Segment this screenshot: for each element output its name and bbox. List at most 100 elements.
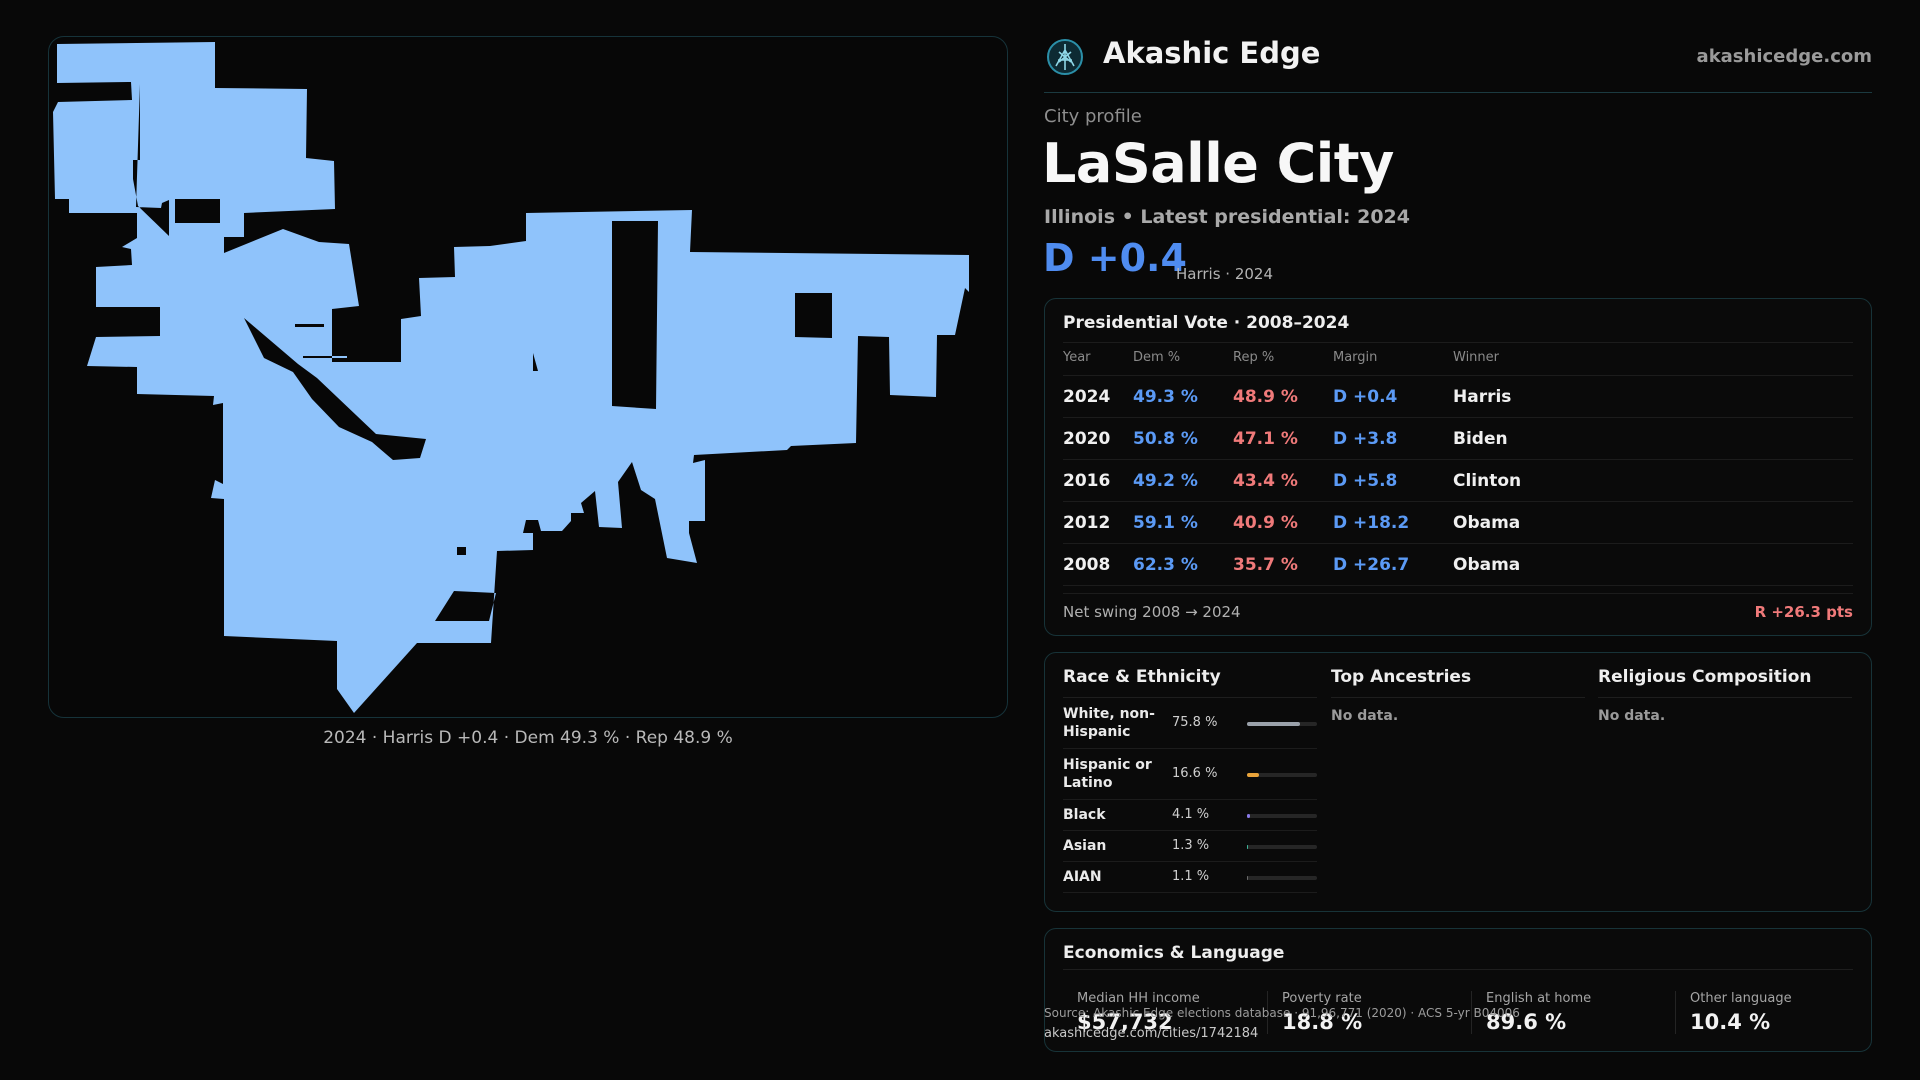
race-bar-fill	[1247, 772, 1259, 777]
column-header-rep: Rep %	[1233, 350, 1275, 365]
race-pct: 75.8 %	[1172, 714, 1218, 730]
row-year: 2024	[1063, 387, 1111, 407]
site-url-link[interactable]: akashicedge.com	[1696, 46, 1872, 67]
row-margin: D +3.8	[1333, 429, 1398, 449]
city-map-panel[interactable]	[48, 36, 1008, 718]
table-row: 2024 49.3 % 48.9 % D +0.4 Harris	[1063, 376, 1853, 418]
ancestries-section: Top Ancestries No data.	[1331, 667, 1585, 724]
row-margin: D +0.4	[1333, 387, 1398, 407]
stat-value: 89.6 %	[1486, 1010, 1567, 1034]
row-rep-pct: 43.4 %	[1233, 471, 1298, 491]
footer-link[interactable]: akashicedge.com/cities/1742184	[1044, 1026, 1259, 1041]
race-bar-track	[1247, 844, 1317, 849]
ancestries-nodata: No data.	[1331, 708, 1399, 724]
race-ethnicity-title: Race & Ethnicity	[1063, 667, 1317, 698]
table-row: 2012 59.1 % 40.9 % D +18.2 Obama	[1063, 502, 1853, 544]
row-margin: D +26.7	[1333, 555, 1410, 575]
stat-value: 18.8 %	[1282, 1010, 1363, 1034]
row-dem-pct: 50.8 %	[1133, 429, 1198, 449]
race-list: White, non-Hispanic 75.8 % Hispanic or Lat…	[1063, 698, 1317, 893]
median-income-stat: Median HH income $57,732	[1063, 991, 1253, 1034]
page-title: LaSalle City	[1042, 132, 1394, 195]
race-bar-track	[1247, 772, 1317, 777]
column-header-winner: Winner	[1453, 350, 1500, 365]
economics-card: Economics & Language Median HH income $5…	[1044, 928, 1872, 1052]
race-bar-fill	[1247, 844, 1249, 849]
race-bar-fill	[1247, 813, 1250, 818]
row-winner: Obama	[1453, 555, 1521, 575]
row-margin: D +5.8	[1333, 471, 1398, 491]
race-pct: 4.1 %	[1172, 806, 1210, 822]
row-year: 2016	[1063, 471, 1111, 491]
row-dem-pct: 49.2 %	[1133, 471, 1198, 491]
brand-name[interactable]: Akashic Edge	[1103, 36, 1321, 70]
race-bar-track	[1247, 721, 1317, 726]
row-rep-pct: 35.7 %	[1233, 555, 1298, 575]
row-year: 2020	[1063, 429, 1111, 449]
column-header-dem: Dem %	[1133, 350, 1181, 365]
religion-nodata: No data.	[1598, 708, 1666, 724]
race-row: White, non-Hispanic 75.8 %	[1063, 698, 1317, 749]
religion-section: Religious Composition No data.	[1598, 667, 1852, 724]
row-rep-pct: 47.1 %	[1233, 429, 1298, 449]
ancestries-title: Top Ancestries	[1331, 667, 1585, 698]
race-row: Hispanic or Latino 16.6 %	[1063, 749, 1317, 800]
row-dem-pct: 62.3 %	[1133, 555, 1198, 575]
row-rep-pct: 40.9 %	[1233, 513, 1298, 533]
row-dem-pct: 59.1 %	[1133, 513, 1198, 533]
race-pct: 1.3 %	[1172, 837, 1210, 853]
race-name: Asian	[1063, 838, 1107, 854]
page-eyebrow: City profile	[1044, 106, 1142, 127]
religion-title: Religious Composition	[1598, 667, 1852, 698]
net-swing-value: R +26.3 pts	[1754, 603, 1853, 621]
net-swing-label: Net swing 2008 → 2024	[1063, 603, 1241, 621]
latest-margin: D +0.4	[1043, 236, 1187, 280]
row-winner: Harris	[1453, 387, 1512, 407]
footer-source: Source: Akashic Edge elections database …	[1044, 1006, 1520, 1020]
poverty-rate-stat: Poverty rate 18.8 %	[1267, 991, 1457, 1034]
city-boundary-map	[53, 42, 969, 713]
stat-label: English at home	[1486, 991, 1592, 1006]
row-year: 2008	[1063, 555, 1111, 575]
header-divider	[1044, 92, 1872, 93]
latest-margin-note: Harris · 2024	[1176, 265, 1274, 283]
card-divider	[1063, 969, 1853, 970]
stat-label: Median HH income	[1077, 991, 1200, 1006]
stat-label: Poverty rate	[1282, 991, 1362, 1006]
stat-label: Other language	[1690, 991, 1792, 1006]
other-language-stat: Other language 10.4 %	[1675, 991, 1865, 1034]
page-subtitle: Illinois • Latest presidential: 2024	[1044, 206, 1411, 228]
race-ethnicity-section: Race & Ethnicity White, non-Hispanic 75.8…	[1063, 667, 1317, 893]
header-divider	[1063, 375, 1853, 376]
english-home-stat: English at home 89.6 %	[1471, 991, 1661, 1034]
stat-value: 10.4 %	[1690, 1010, 1771, 1034]
economics-title: Economics & Language	[1063, 943, 1285, 963]
akashic-edge-logo-icon[interactable]	[1046, 38, 1084, 76]
stat-value: $57,732	[1077, 1010, 1173, 1034]
table-row: 2016 49.2 % 43.4 % D +5.8 Clinton	[1063, 460, 1853, 502]
column-header-margin: Margin	[1333, 350, 1378, 365]
table-row: 2020 50.8 % 47.1 % D +3.8 Biden	[1063, 418, 1853, 460]
presidential-vote-card: Presidential Vote · 2008–2024 Year Dem %…	[1044, 298, 1872, 636]
race-name: AIAN	[1063, 869, 1102, 885]
presidential-vote-title: Presidential Vote · 2008–2024	[1063, 313, 1350, 333]
race-name: Hispanic or Latino	[1063, 757, 1152, 791]
city-boundary-shape	[53, 42, 969, 713]
row-dem-pct: 49.3 %	[1133, 387, 1198, 407]
race-name: Black	[1063, 807, 1106, 823]
column-header-year: Year	[1063, 350, 1091, 365]
race-pct: 1.1 %	[1172, 868, 1210, 884]
race-bar-track	[1247, 813, 1317, 818]
race-row: AIAN 1.1 %	[1063, 862, 1317, 893]
race-bar-fill	[1247, 721, 1301, 726]
race-name: White, non-Hispanic	[1063, 706, 1155, 740]
row-rep-pct: 48.9 %	[1233, 387, 1298, 407]
demographics-card: Race & Ethnicity White, non-Hispanic 75.8…	[1044, 652, 1872, 912]
race-row: Asian 1.3 %	[1063, 831, 1317, 862]
table-row: 2008 62.3 % 35.7 % D +26.7 Obama	[1063, 544, 1853, 586]
row-winner: Biden	[1453, 429, 1508, 449]
map-caption: 2024 · Harris D +0.4 · Dem 49.3 % · Rep …	[323, 728, 733, 748]
race-row: Black 4.1 %	[1063, 800, 1317, 831]
swing-divider	[1063, 593, 1853, 594]
row-year: 2012	[1063, 513, 1111, 533]
